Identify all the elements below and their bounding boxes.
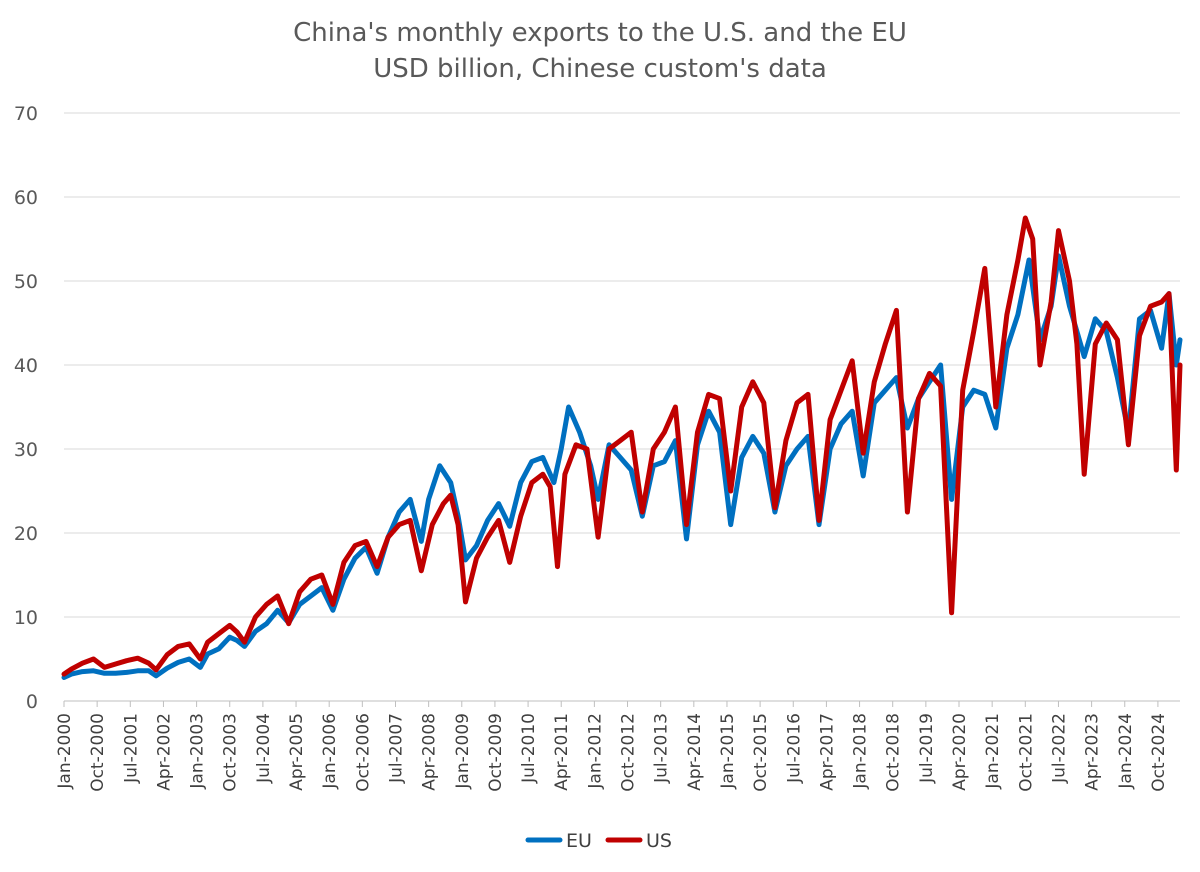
x-tick-label: Jan-2006: [320, 713, 340, 790]
x-tick-label: Jan-2024: [1116, 713, 1136, 790]
x-tick-label: Jul-2013: [652, 713, 672, 784]
y-tick-label: 60: [14, 187, 38, 209]
x-tick-label: Oct-2003: [221, 713, 241, 792]
y-tick-label: 10: [14, 607, 38, 629]
y-tick-label: 50: [14, 271, 38, 293]
x-tick-label: Jul-2022: [1049, 713, 1069, 784]
x-tick-label: Oct-2009: [486, 713, 506, 792]
x-tick-label: Jan-2021: [983, 713, 1003, 790]
x-tick-label: Jul-2019: [917, 713, 937, 784]
x-tick-label: Oct-2000: [88, 713, 108, 792]
x-tick-label: Apr-2008: [420, 713, 440, 791]
x-tick-label: Oct-2012: [619, 713, 639, 792]
x-tick-label: Apr-2002: [154, 713, 174, 791]
x-tick-label: Jul-2001: [121, 713, 141, 784]
legend-label-us: US: [646, 830, 672, 852]
x-tick-label: Jan-2000: [55, 713, 75, 790]
gridlines: [64, 112, 1180, 702]
legend-label-eu: EU: [566, 830, 592, 852]
x-tick-label: Apr-2023: [1083, 713, 1103, 791]
x-tick-label: Apr-2011: [552, 713, 572, 791]
x-tick-label: Jan-2003: [188, 713, 208, 790]
chart-subtitle: USD billion, Chinese custom's data: [373, 54, 827, 84]
x-tick-label: Oct-2024: [1149, 713, 1169, 792]
x-tick-label: Jul-2010: [519, 713, 539, 784]
x-tick-label: Oct-2018: [884, 713, 904, 792]
chart-title: China's monthly exports to the U.S. and …: [293, 18, 907, 48]
x-tick-label: Jan-2015: [718, 713, 738, 790]
y-tick-label: 70: [14, 103, 38, 125]
series-lines: [61, 215, 1183, 680]
x-tick-label: Apr-2020: [950, 713, 970, 791]
x-tick-label: Apr-2017: [817, 713, 837, 791]
y-axis: 0 10 20 30 40 50 60 70: [14, 103, 38, 713]
x-tick-label: Jan-2012: [585, 713, 605, 790]
legend: EU US: [525, 830, 672, 852]
x-tick-label: Oct-2015: [751, 713, 771, 792]
x-tick-label: Oct-2021: [1016, 713, 1036, 792]
y-tick-label: 30: [14, 439, 38, 461]
x-tick-label: Jul-2016: [784, 713, 804, 784]
x-tick-label: Jul-2007: [386, 713, 406, 784]
y-tick-label: 40: [14, 355, 38, 377]
x-tick-label: Apr-2014: [685, 713, 705, 791]
y-tick-label: 20: [14, 523, 38, 545]
x-axis: Jan-2000 Oct-2000 Jul-2001 Apr-2002 Jan-2003…: [55, 701, 1169, 792]
series-line-us: [61, 215, 1183, 677]
y-tick-label: 0: [26, 691, 38, 713]
x-tick-label: Oct-2006: [353, 713, 373, 792]
series-line-eu: [61, 253, 1183, 680]
x-tick-label: Jan-2009: [453, 713, 473, 790]
x-tick-label: Jul-2004: [254, 713, 274, 784]
x-tick-label: Jan-2018: [851, 713, 871, 790]
x-tick-label: Apr-2005: [287, 713, 307, 791]
